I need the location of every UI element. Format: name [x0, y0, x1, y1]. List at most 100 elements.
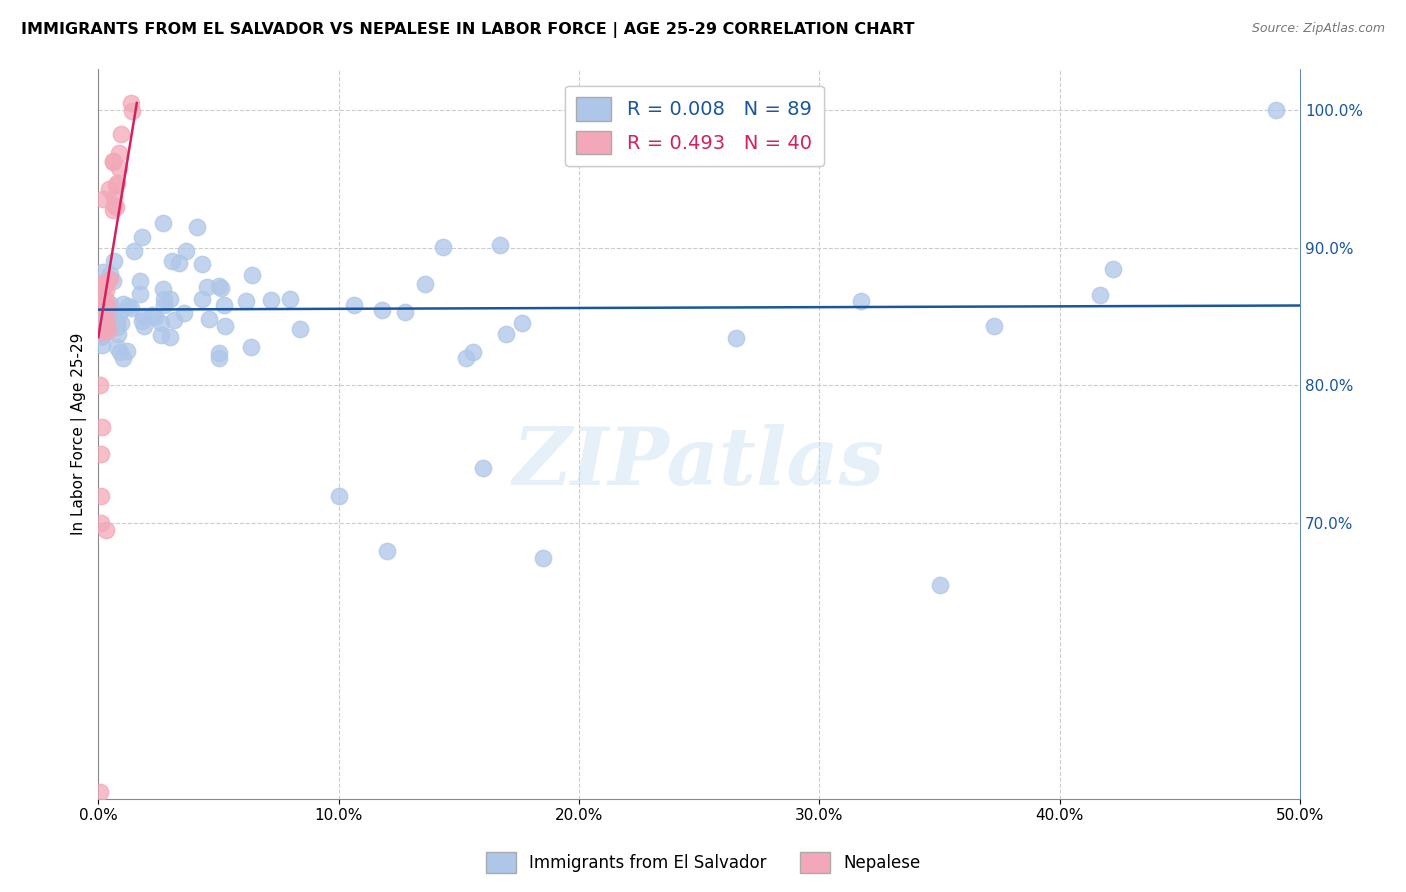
Point — [195, 280, 218, 294]
Point — [240, 268, 263, 282]
Point — [101, 153, 124, 168]
Point — [288, 322, 311, 336]
Point — [260, 293, 283, 308]
Point — [90, 301, 112, 315]
Point — [105, 178, 128, 193]
Point — [97, 320, 120, 334]
Point — [101, 202, 124, 217]
Point — [104, 312, 127, 326]
Point — [129, 286, 152, 301]
Point — [103, 190, 125, 204]
Point — [91, 298, 114, 312]
Point — [214, 319, 236, 334]
Point — [152, 282, 174, 296]
Point — [98, 182, 121, 196]
Point — [90, 325, 112, 339]
Point — [1265, 103, 1288, 117]
Point — [214, 298, 236, 312]
Point — [101, 274, 124, 288]
Point — [495, 326, 517, 341]
Point — [150, 328, 173, 343]
Point — [724, 331, 747, 345]
Legend: Immigrants from El Salvador, Nepalese: Immigrants from El Salvador, Nepalese — [479, 846, 927, 880]
Point — [90, 338, 112, 352]
Point — [371, 302, 394, 317]
Point — [141, 308, 163, 322]
Text: ZIPatlas: ZIPatlas — [513, 424, 886, 501]
Point — [96, 275, 118, 289]
Point — [91, 284, 114, 298]
Text: Source: ZipAtlas.com: Source: ZipAtlas.com — [1251, 22, 1385, 36]
Point — [90, 289, 112, 303]
Point — [152, 293, 174, 307]
Point — [197, 312, 219, 326]
Point — [132, 310, 155, 324]
Point — [240, 340, 263, 354]
Point — [1090, 287, 1112, 301]
Point — [159, 329, 181, 343]
Point — [96, 312, 118, 326]
Point — [91, 419, 114, 434]
Point — [120, 95, 142, 110]
Point — [89, 378, 111, 392]
Point — [461, 344, 484, 359]
Point — [91, 294, 114, 309]
Point — [235, 294, 257, 309]
Point — [103, 198, 125, 212]
Point — [108, 307, 131, 321]
Point — [90, 447, 112, 461]
Point — [104, 200, 127, 214]
Point — [413, 277, 436, 292]
Point — [105, 319, 128, 334]
Point — [94, 277, 117, 292]
Point — [105, 315, 128, 329]
Point — [91, 294, 114, 309]
Point — [510, 316, 533, 330]
Y-axis label: In Labor Force | Age 25-29: In Labor Force | Age 25-29 — [72, 333, 87, 535]
Point — [90, 304, 112, 318]
Point — [91, 265, 114, 279]
Point — [90, 516, 112, 531]
Point — [111, 297, 134, 311]
Point — [97, 324, 120, 338]
Point — [90, 489, 112, 503]
Point — [149, 316, 172, 330]
Point — [471, 461, 494, 475]
Point — [488, 237, 510, 252]
Point — [163, 313, 186, 327]
Point — [394, 305, 416, 319]
Point — [207, 351, 229, 365]
Point — [90, 276, 112, 290]
Point — [89, 785, 111, 799]
Point — [103, 254, 125, 268]
Point — [128, 273, 150, 287]
Point — [91, 193, 114, 207]
Point — [121, 104, 143, 119]
Point — [91, 301, 114, 315]
Point — [108, 161, 131, 175]
Text: IMMIGRANTS FROM EL SALVADOR VS NEPALESE IN LABOR FORCE | AGE 25-29 CORRELATION C: IMMIGRANTS FROM EL SALVADOR VS NEPALESE … — [21, 22, 914, 38]
Point — [91, 328, 114, 343]
Point — [110, 127, 132, 141]
Point — [90, 293, 112, 307]
Point — [117, 299, 139, 313]
Point — [100, 318, 122, 332]
Point — [110, 316, 132, 330]
Point — [159, 292, 181, 306]
Point — [375, 543, 398, 558]
Point — [96, 293, 118, 307]
Point — [174, 244, 197, 258]
Point — [98, 272, 121, 286]
Point — [190, 257, 212, 271]
Point — [207, 279, 229, 293]
Point — [90, 329, 112, 343]
Point — [97, 301, 120, 315]
Point — [98, 297, 121, 311]
Point — [131, 314, 153, 328]
Point — [160, 254, 183, 268]
Point — [96, 283, 118, 297]
Point — [105, 340, 128, 354]
Point — [107, 326, 129, 341]
Point — [152, 298, 174, 312]
Point — [105, 176, 128, 190]
